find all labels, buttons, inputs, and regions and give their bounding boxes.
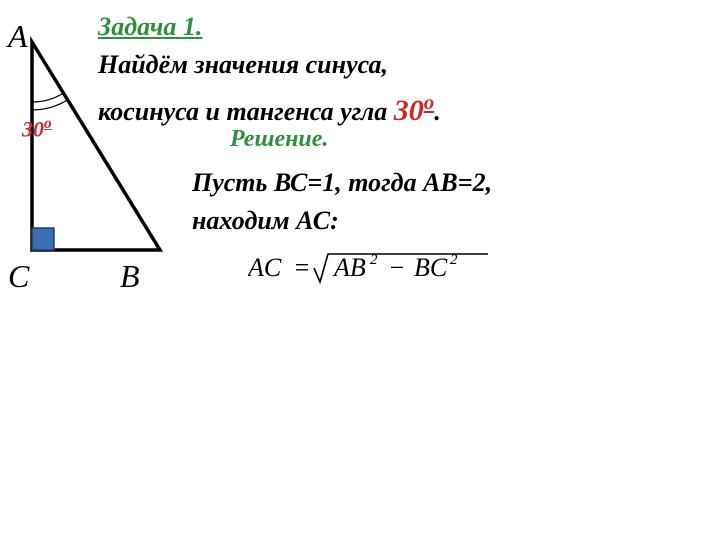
given-text: Пусть ВС=1, тогда АВ=2, (192, 168, 492, 198)
triangle-diagram (0, 0, 200, 300)
formula-lhs: AC (248, 253, 282, 282)
angle-highlight: 30o (394, 94, 435, 127)
formula-ab-exp: 2 (370, 252, 378, 268)
formula-minus: − (388, 253, 406, 282)
prompt-period: . (434, 97, 441, 126)
angle-30-degree: o (44, 115, 52, 132)
angle-highlight-degree: o (424, 90, 435, 114)
angle-highlight-value: 30 (394, 94, 424, 127)
angle-30-value: 30 (22, 116, 44, 141)
stage: A B C 30o Задача 1. Найдём значения сину… (0, 0, 720, 540)
prompt-line-1: Найдём значения синуса, (98, 50, 388, 80)
angle-30-label: 30o (22, 115, 52, 142)
prompt-prefix: косинуса и тангенса угла (98, 97, 394, 126)
formula-bc: BC (414, 253, 448, 282)
vertex-label-b: B (120, 258, 140, 295)
problem-title: Задача 1. (98, 12, 202, 42)
angle-arc-1 (32, 93, 63, 102)
vertex-label-c: C (8, 258, 29, 295)
prompt-line-2: косинуса и тангенса угла 30o. (98, 90, 441, 128)
right-angle-marker (32, 228, 54, 250)
formula-eq: = (293, 253, 311, 282)
vertex-label-a: A (8, 18, 28, 55)
formula: AC = AB 2 − BC 2 (248, 244, 498, 299)
solution-label: Решение. (230, 126, 328, 153)
find-text: находим АС: (192, 206, 339, 236)
formula-svg: AC = AB 2 − BC 2 (248, 244, 498, 294)
formula-ab: AB (332, 253, 366, 282)
formula-bc-exp: 2 (450, 252, 458, 268)
